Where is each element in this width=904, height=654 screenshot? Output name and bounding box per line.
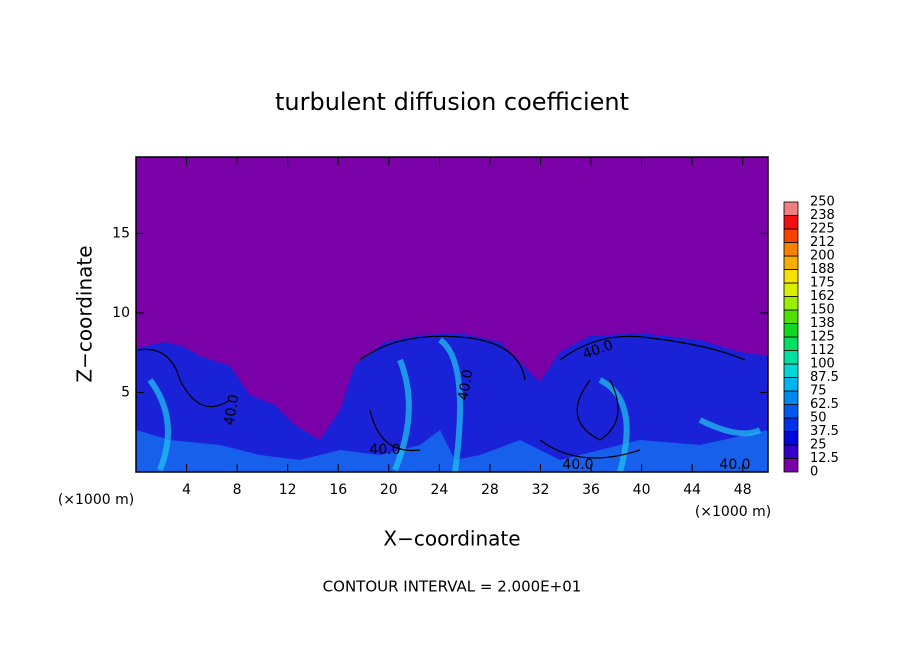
colorbar-box	[783, 282, 799, 297]
colorbar-label: 87.5	[810, 370, 839, 385]
y-tick-label: 10	[112, 305, 130, 321]
colorbar-box	[783, 201, 799, 216]
field-region	[136, 333, 768, 472]
colorbar-box	[783, 323, 799, 338]
x-unit: (×1000 m)	[695, 504, 771, 520]
footer-note: CONTOUR INTERVAL = 2.000E+01	[323, 578, 582, 596]
colorbar-label: 138	[810, 316, 835, 331]
y-tick-label: 5	[121, 384, 130, 400]
colorbar-label: 112	[810, 343, 835, 358]
colorbar-label: 50	[810, 411, 827, 426]
x-tick-label: 32	[532, 482, 550, 498]
colorbar-box	[783, 431, 799, 446]
colorbar-label: 238	[810, 208, 835, 223]
x-unit: (×1000 m)	[58, 492, 134, 508]
field-streak	[147, 337, 762, 473]
colorbar-box	[783, 458, 799, 473]
x-tick-label: 48	[734, 482, 752, 498]
contour-label: 40.0	[562, 457, 593, 473]
colorbar-box	[783, 417, 799, 432]
contour-label: 40.0	[719, 457, 750, 473]
field-region	[136, 430, 768, 472]
x-tick-label: 20	[380, 482, 398, 498]
x-tick-label: 40	[633, 482, 651, 498]
colorbar-label: 25	[810, 438, 827, 453]
colorbar-label: 125	[810, 330, 835, 345]
colorbar-box	[783, 242, 799, 257]
x-axis-label: X−coordinate	[383, 527, 520, 551]
y-axis-label: Z−coordinate	[73, 245, 97, 382]
x-tick-label: 24	[430, 482, 448, 498]
colorbar-box	[783, 377, 799, 392]
colorbar-label: 150	[810, 303, 835, 318]
colorbar-box	[783, 336, 799, 351]
contour-label: 40.0	[455, 368, 476, 401]
colorbar-box	[783, 296, 799, 311]
colorbar-box	[783, 363, 799, 378]
colorbar-box	[783, 404, 799, 419]
x-tick-label: 4	[182, 482, 191, 498]
colorbar-box	[783, 228, 799, 243]
x-tick-label: 44	[683, 482, 701, 498]
colorbar-label: 162	[810, 289, 835, 304]
colorbar-box	[783, 255, 799, 270]
colorbar-label: 12.5	[810, 451, 839, 466]
colorbar-box	[783, 269, 799, 284]
colorbar-label: 212	[810, 235, 835, 250]
contour-label: 40.0	[221, 393, 242, 426]
colorbar-label: 100	[810, 357, 835, 372]
colorbar-label: 62.5	[810, 397, 839, 412]
y-tick-label: 15	[112, 225, 130, 241]
colorbar-label: 200	[810, 249, 835, 264]
colorbar-label: 188	[810, 262, 835, 277]
x-tick-label: 12	[279, 482, 297, 498]
colorbar-label: 250	[810, 195, 835, 210]
colorbar-box	[783, 215, 799, 230]
plot-frame	[135, 156, 769, 473]
field	[136, 157, 768, 473]
x-tick-label: 28	[481, 482, 499, 498]
colorbar-label: 0	[810, 465, 818, 480]
chart-title: turbulent diffusion coefficient	[275, 88, 629, 116]
x-tick-label: 8	[233, 482, 242, 498]
x-tick-label: 16	[329, 482, 347, 498]
contour-line	[137, 335, 746, 459]
colorbar-label: 175	[810, 276, 835, 291]
colorbar-box	[783, 444, 799, 459]
colorbar-box	[783, 390, 799, 405]
x-tick-label: 36	[582, 482, 600, 498]
colorbar-label: 225	[810, 222, 835, 237]
colorbar-label: 75	[810, 384, 827, 399]
colorbar-box	[783, 309, 799, 324]
contour-label: 40.0	[369, 442, 400, 458]
colorbar-box	[783, 350, 799, 365]
colorbar-label: 37.5	[810, 424, 839, 439]
